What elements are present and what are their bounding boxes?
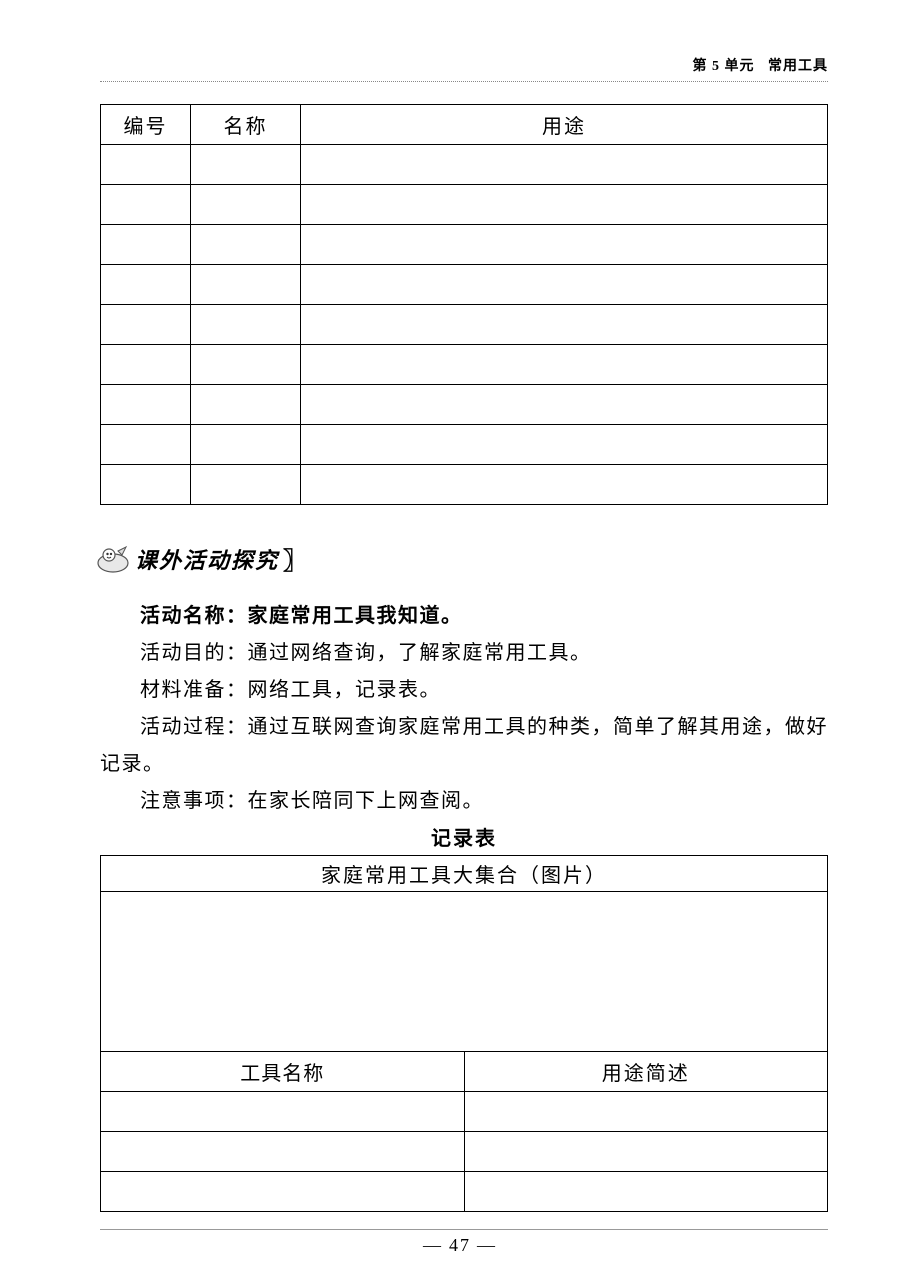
table-cell — [101, 305, 191, 345]
table-row — [101, 305, 828, 345]
table-row — [101, 185, 828, 225]
table-header-row: 编号 名称 用途 — [101, 105, 828, 145]
record-table: 家庭常用工具大集合（图片） 工具名称 用途简述 — [100, 855, 828, 1212]
table-cell — [101, 385, 191, 425]
table-cell — [101, 425, 191, 465]
table-cell — [101, 185, 191, 225]
table-row — [101, 1132, 828, 1172]
header-rule — [100, 81, 828, 82]
table-row — [101, 425, 828, 465]
col-header-number: 编号 — [101, 105, 191, 145]
table-cell — [101, 225, 191, 265]
record-image-row — [101, 892, 828, 1052]
label-notes: 注意事项： — [140, 790, 248, 812]
record-sub-header-row: 工具名称 用途简述 — [101, 1052, 828, 1092]
unit-title: 常用工具 — [768, 59, 828, 74]
table-cell — [301, 145, 828, 185]
section-heading: 课外活动探究 〗 — [95, 541, 828, 576]
text-process: 通过互联网查询家庭常用工具的种类，简单了解其用途，做好 — [248, 716, 829, 738]
text-materials: 网络工具，记录表。 — [248, 679, 442, 701]
table-cell — [301, 345, 828, 385]
table-row — [101, 385, 828, 425]
table-cell — [301, 265, 828, 305]
page-number: 47 — [449, 1235, 471, 1256]
page-footer: — 47 — — [0, 1235, 920, 1256]
para-process-cont: 记录。 — [100, 746, 828, 783]
para-activity-purpose: 活动目的：通过网络查询，了解家庭常用工具。 — [100, 635, 828, 672]
table-cell — [464, 1172, 828, 1212]
table-cell — [191, 225, 301, 265]
record-big-header-row: 家庭常用工具大集合（图片） — [101, 856, 828, 892]
page-header: 第 5 单元 常用工具 — [100, 55, 828, 75]
col-header-use: 用途 — [301, 105, 828, 145]
para-activity-name: 活动名称：家庭常用工具我知道。 — [100, 598, 828, 635]
label-materials: 材料准备： — [140, 679, 248, 701]
footer-rule — [100, 1229, 828, 1230]
text-notes: 在家长陪同下上网查阅。 — [248, 790, 485, 812]
table-cell — [101, 1092, 465, 1132]
table-cell — [301, 465, 828, 505]
label-purpose: 活动目的： — [140, 642, 248, 664]
table-cell — [191, 145, 301, 185]
table-row — [101, 145, 828, 185]
table-row — [101, 1092, 828, 1132]
table-cell — [191, 385, 301, 425]
table-cell — [301, 185, 828, 225]
table-row — [101, 225, 828, 265]
table-cell — [191, 425, 301, 465]
table-cell — [191, 265, 301, 305]
table-cell — [101, 465, 191, 505]
table-cell — [301, 385, 828, 425]
table-cell — [101, 145, 191, 185]
col-tool-name: 工具名称 — [101, 1052, 465, 1092]
section-heading-text: 课外活动探究 — [135, 543, 279, 575]
label-activity-name: 活动名称： — [140, 605, 248, 627]
bracket-icon: 〗 — [283, 541, 307, 576]
tools-table: 编号 名称 用途 — [100, 104, 828, 505]
table-cell — [101, 1172, 465, 1212]
table-cell — [301, 425, 828, 465]
table-row — [101, 1172, 828, 1212]
col-header-name: 名称 — [191, 105, 301, 145]
table-cell — [464, 1132, 828, 1172]
dash-left: — — [423, 1235, 443, 1256]
table-cell — [101, 265, 191, 305]
record-image-cell — [101, 892, 828, 1052]
text-activity-name: 家庭常用工具我知道。 — [248, 605, 463, 627]
activity-icon — [95, 544, 131, 574]
label-process: 活动过程： — [140, 716, 248, 738]
col-tool-use: 用途简述 — [464, 1052, 828, 1092]
table-cell — [191, 465, 301, 505]
table-cell — [464, 1092, 828, 1132]
table-cell — [191, 305, 301, 345]
table-row — [101, 345, 828, 385]
table-row — [101, 465, 828, 505]
unit-label: 第 5 单元 — [693, 59, 755, 74]
para-notes: 注意事项：在家长陪同下上网查阅。 — [100, 783, 828, 820]
dash-right: — — [477, 1235, 497, 1256]
table-cell — [101, 345, 191, 385]
table-cell — [191, 345, 301, 385]
table-cell — [191, 185, 301, 225]
para-process: 活动过程：通过互联网查询家庭常用工具的种类，简单了解其用途，做好 — [100, 709, 828, 746]
para-materials: 材料准备：网络工具，记录表。 — [100, 672, 828, 709]
activity-body: 活动名称：家庭常用工具我知道。 活动目的：通过网络查询，了解家庭常用工具。 材料… — [100, 598, 828, 820]
record-table-title: 记录表 — [100, 822, 828, 851]
table-cell — [101, 1132, 465, 1172]
table-cell — [301, 225, 828, 265]
record-big-header: 家庭常用工具大集合（图片） — [101, 856, 828, 892]
table-row — [101, 265, 828, 305]
text-purpose: 通过网络查询，了解家庭常用工具。 — [248, 642, 592, 664]
table-cell — [301, 305, 828, 345]
